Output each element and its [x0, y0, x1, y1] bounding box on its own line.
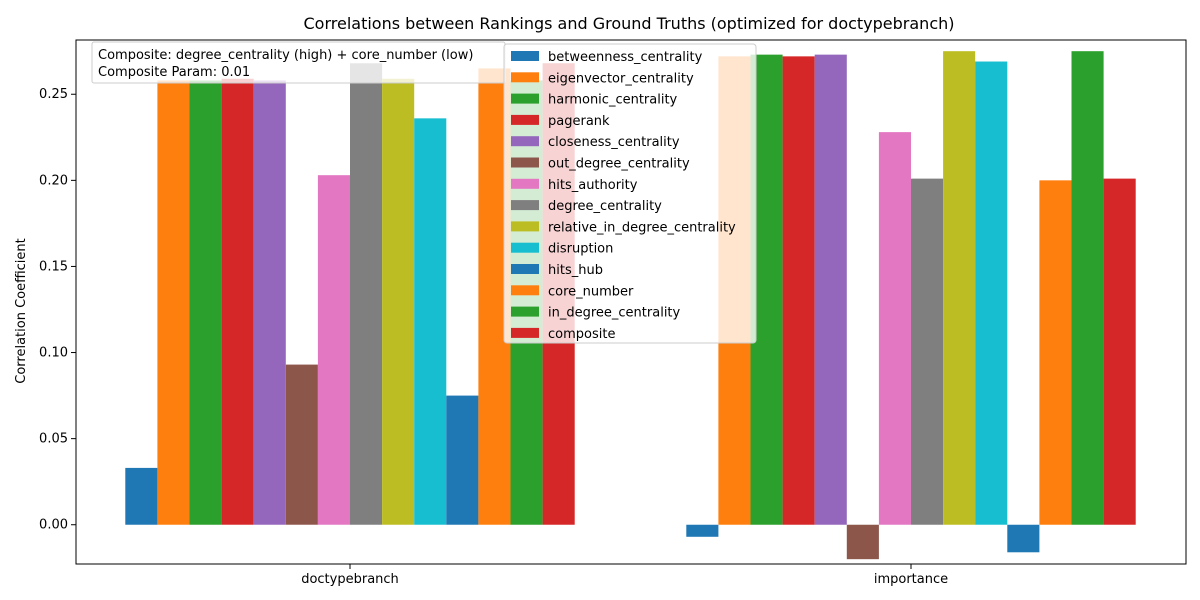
bar-in_degree_centrality-importance	[1071, 51, 1104, 525]
legend-swatch-out_degree_centrality	[511, 157, 539, 168]
bar-hits_authority-doctypebranch	[317, 175, 350, 525]
legend-label-disruption: disruption	[548, 242, 613, 257]
chart-title: Correlations between Rankings and Ground…	[303, 14, 954, 33]
y-tick-label: 0.25	[39, 87, 68, 102]
bar-pagerank-doctypebranch	[221, 78, 254, 525]
x-tick-label: doctypebranch	[301, 572, 399, 587]
bar-hits_hub-importance	[1007, 524, 1040, 553]
y-tick-label: 0.10	[39, 346, 68, 361]
bar-disruption-doctypebranch	[414, 118, 447, 525]
axes-group: 0.00 0.05 0.10 0.15 0.20 0.25 doctypebranch imp…	[39, 39, 1187, 587]
bar-composite-importance	[1103, 178, 1136, 525]
annotation-line: Composite Param: 0.01	[98, 65, 250, 80]
legend-swatch-hits_hub	[511, 264, 539, 274]
legend-label-degree_centrality: degree_centrality	[548, 199, 662, 214]
bar-disruption-importance	[975, 61, 1008, 525]
y-tick-label: 0.15	[39, 259, 68, 274]
legend-label-out_degree_centrality: out_degree_centrality	[548, 157, 690, 172]
bar-closeness_centrality-importance	[814, 54, 847, 525]
bar-betweenness_centrality-importance	[686, 524, 719, 537]
legend-label-hits_hub: hits_hub	[548, 263, 603, 278]
legend-swatch-closeness_centrality	[511, 136, 539, 147]
legend-swatch-composite	[511, 327, 539, 338]
legend-label-harmonic_centrality: harmonic_centrality	[548, 93, 678, 108]
bar-closeness_centrality-doctypebranch	[253, 80, 286, 525]
bar-degree_centrality-doctypebranch	[350, 63, 383, 525]
legend-label-relative_in_degree_centrality: relative_in_degree_centrality	[548, 220, 736, 235]
plot-frame	[75, 39, 1187, 565]
legend-swatch-pagerank	[511, 114, 539, 125]
annotation-box: Composite: degree_centrality (high) + co…	[91, 41, 506, 84]
legend-swatch-betweenness_centrality	[511, 51, 539, 61]
legend-label-pagerank: pagerank	[548, 114, 610, 129]
bar-degree_centrality-importance	[911, 178, 944, 525]
legend-frame	[503, 43, 757, 344]
legend-label-closeness_centrality: closeness_centrality	[548, 135, 680, 150]
legend-label-hits_authority: hits_authority	[548, 178, 638, 193]
legend-label-core_number: core_number	[548, 284, 634, 299]
legend-swatch-core_number	[511, 285, 539, 296]
bar-hits_hub-doctypebranch	[446, 395, 479, 525]
bar-betweenness_centrality-doctypebranch	[125, 467, 158, 525]
y-tick-label: 0.00	[39, 518, 68, 533]
annotation-line: Composite: degree_centrality (high) + co…	[98, 48, 473, 63]
legend-label-composite: composite	[548, 327, 615, 342]
legend: betweenness_centrality eigenvector_centra…	[503, 43, 757, 344]
bar-out_degree_centrality-doctypebranch	[285, 364, 318, 525]
legend-label-in_degree_centrality: in_degree_centrality	[548, 306, 681, 321]
bar-pagerank-importance	[782, 56, 815, 525]
bar-core_number-importance	[1039, 180, 1072, 525]
bar-eigenvector_centrality-doctypebranch	[157, 80, 190, 525]
legend-swatch-harmonic_centrality	[511, 93, 539, 104]
bar-relative_in_degree_centrality-importance	[943, 51, 976, 525]
legend-swatch-disruption	[511, 242, 539, 253]
legend-swatch-hits_authority	[511, 178, 539, 189]
legend-label-eigenvector_centrality: eigenvector_centrality	[548, 71, 694, 86]
legend-swatch-eigenvector_centrality	[511, 72, 539, 83]
legend-swatch-degree_centrality	[511, 200, 539, 211]
legend-label-betweenness_centrality: betweenness_centrality	[548, 50, 703, 65]
y-axis-label: Correlation Coefficient	[14, 238, 29, 384]
y-tick-label: 0.05	[39, 432, 68, 447]
legend-swatch-in_degree_centrality	[511, 306, 539, 317]
bar-relative_in_degree_centrality-doctypebranch	[382, 78, 415, 525]
bar-harmonic_centrality-doctypebranch	[189, 80, 222, 525]
bar-hits_authority-importance	[878, 132, 911, 525]
legend-swatch-relative_in_degree_centrality	[511, 221, 539, 232]
bar-out_degree_centrality-importance	[846, 524, 879, 560]
y-tick-label: 0.20	[39, 173, 68, 188]
x-tick-label: importance	[874, 572, 948, 587]
